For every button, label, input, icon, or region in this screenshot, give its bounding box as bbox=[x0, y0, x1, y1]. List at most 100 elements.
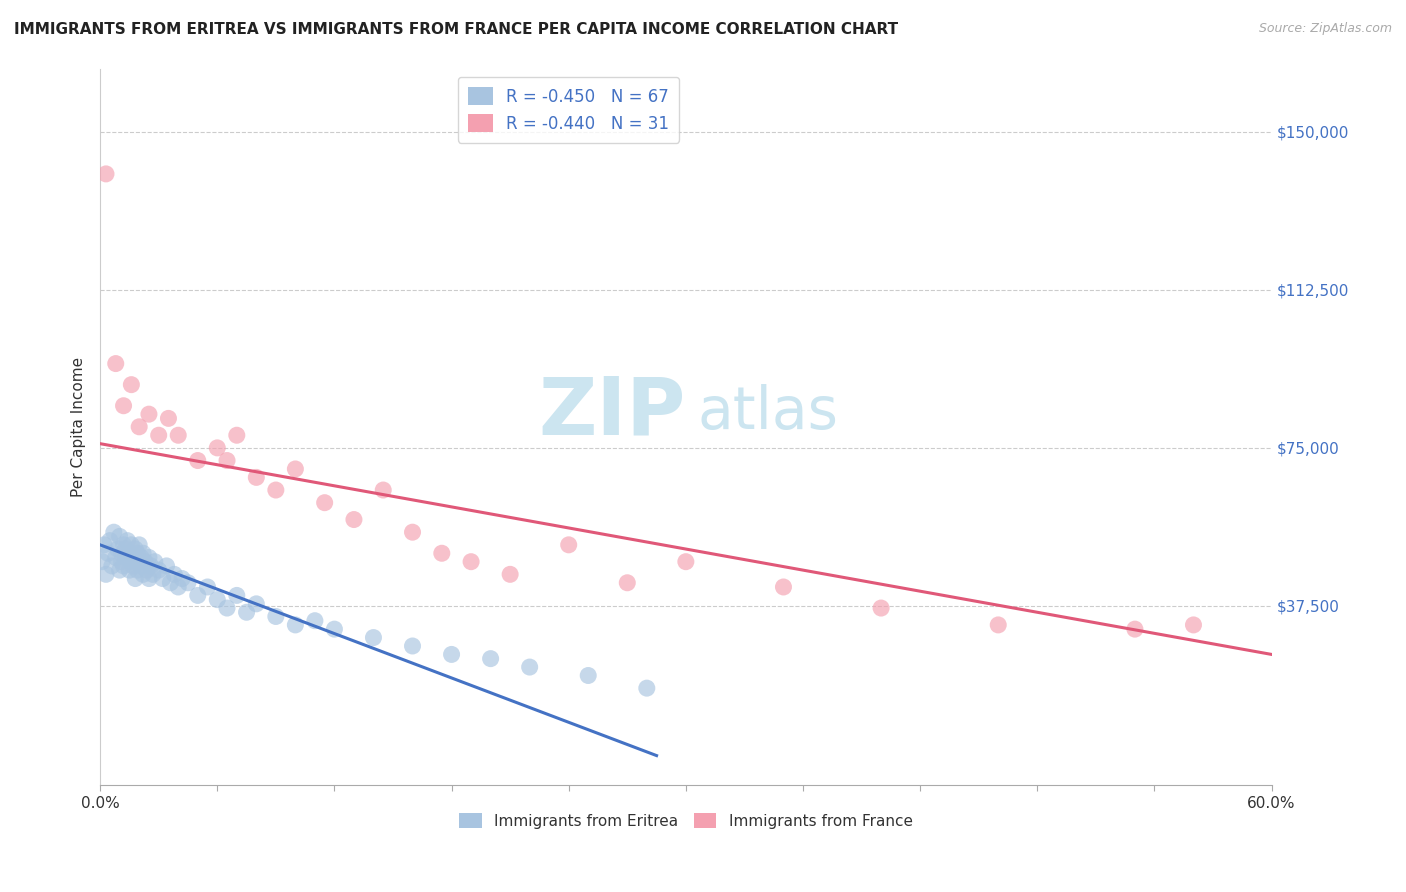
Point bbox=[401, 525, 423, 540]
Point bbox=[127, 546, 149, 560]
Point bbox=[499, 567, 522, 582]
Point bbox=[314, 496, 336, 510]
Point bbox=[284, 618, 307, 632]
Point bbox=[138, 572, 160, 586]
Point bbox=[124, 572, 146, 586]
Point bbox=[139, 558, 162, 573]
Text: atlas: atlas bbox=[697, 384, 838, 441]
Point bbox=[363, 631, 385, 645]
Point bbox=[1182, 618, 1205, 632]
Point bbox=[122, 558, 145, 573]
Point bbox=[110, 555, 132, 569]
Point bbox=[343, 512, 366, 526]
Text: ZIP: ZIP bbox=[538, 374, 686, 451]
Point bbox=[112, 538, 135, 552]
Point bbox=[304, 614, 326, 628]
Point bbox=[616, 575, 638, 590]
Point bbox=[122, 550, 145, 565]
Point bbox=[117, 533, 139, 548]
Point bbox=[120, 377, 142, 392]
Point bbox=[772, 580, 794, 594]
Point bbox=[215, 453, 238, 467]
Point bbox=[142, 567, 165, 582]
Point bbox=[373, 483, 395, 497]
Point bbox=[323, 622, 346, 636]
Point bbox=[207, 592, 229, 607]
Point bbox=[91, 555, 114, 569]
Point bbox=[110, 546, 132, 560]
Point bbox=[167, 428, 190, 442]
Point bbox=[127, 563, 149, 577]
Point bbox=[134, 555, 156, 569]
Text: Source: ZipAtlas.com: Source: ZipAtlas.com bbox=[1258, 22, 1392, 36]
Point bbox=[120, 538, 142, 552]
Point bbox=[207, 441, 229, 455]
Text: IMMIGRANTS FROM ERITREA VS IMMIGRANTS FROM FRANCE PER CAPITA INCOME CORRELATION : IMMIGRANTS FROM ERITREA VS IMMIGRANTS FR… bbox=[14, 22, 898, 37]
Point bbox=[636, 681, 658, 695]
Point bbox=[576, 668, 599, 682]
Point bbox=[104, 550, 127, 565]
Point bbox=[136, 563, 159, 577]
Point bbox=[152, 572, 174, 586]
Point bbox=[107, 542, 129, 557]
Point bbox=[129, 550, 152, 565]
Point bbox=[157, 411, 180, 425]
Point bbox=[264, 483, 287, 497]
Point bbox=[97, 546, 120, 560]
Point bbox=[187, 453, 209, 467]
Point bbox=[215, 601, 238, 615]
Point bbox=[132, 567, 155, 582]
Point bbox=[557, 538, 579, 552]
Point bbox=[675, 555, 697, 569]
Point bbox=[187, 589, 209, 603]
Point bbox=[440, 648, 463, 662]
Point bbox=[132, 546, 155, 560]
Point bbox=[519, 660, 541, 674]
Point bbox=[114, 550, 136, 565]
Point bbox=[245, 597, 267, 611]
Point bbox=[172, 572, 194, 586]
Point bbox=[430, 546, 453, 560]
Point bbox=[401, 639, 423, 653]
Point bbox=[235, 605, 257, 619]
Point bbox=[197, 580, 219, 594]
Point bbox=[460, 555, 482, 569]
Point bbox=[167, 580, 190, 594]
Point bbox=[225, 428, 247, 442]
Point bbox=[108, 529, 131, 543]
Point bbox=[225, 589, 247, 603]
Point bbox=[1123, 622, 1146, 636]
Point bbox=[177, 575, 200, 590]
Point bbox=[264, 609, 287, 624]
Point bbox=[128, 538, 150, 552]
Point bbox=[479, 651, 502, 665]
Point bbox=[155, 558, 177, 573]
Point bbox=[101, 558, 124, 573]
Point bbox=[124, 542, 146, 557]
Legend: Immigrants from Eritrea, Immigrants from France: Immigrants from Eritrea, Immigrants from… bbox=[453, 806, 918, 835]
Point bbox=[94, 167, 117, 181]
Point bbox=[148, 563, 170, 577]
Point bbox=[112, 558, 135, 573]
Point bbox=[128, 419, 150, 434]
Point bbox=[112, 399, 135, 413]
Point bbox=[120, 555, 142, 569]
Point bbox=[987, 618, 1010, 632]
Point bbox=[148, 428, 170, 442]
Point bbox=[114, 542, 136, 557]
Point bbox=[93, 538, 115, 552]
Point bbox=[98, 533, 121, 548]
Point bbox=[284, 462, 307, 476]
Y-axis label: Per Capita Income: Per Capita Income bbox=[72, 357, 86, 497]
Point bbox=[143, 555, 166, 569]
Point bbox=[129, 558, 152, 573]
Point bbox=[108, 563, 131, 577]
Point bbox=[128, 555, 150, 569]
Point bbox=[138, 407, 160, 421]
Point bbox=[94, 567, 117, 582]
Point bbox=[103, 525, 125, 540]
Point bbox=[104, 357, 127, 371]
Point bbox=[245, 470, 267, 484]
Point bbox=[118, 546, 141, 560]
Point bbox=[870, 601, 893, 615]
